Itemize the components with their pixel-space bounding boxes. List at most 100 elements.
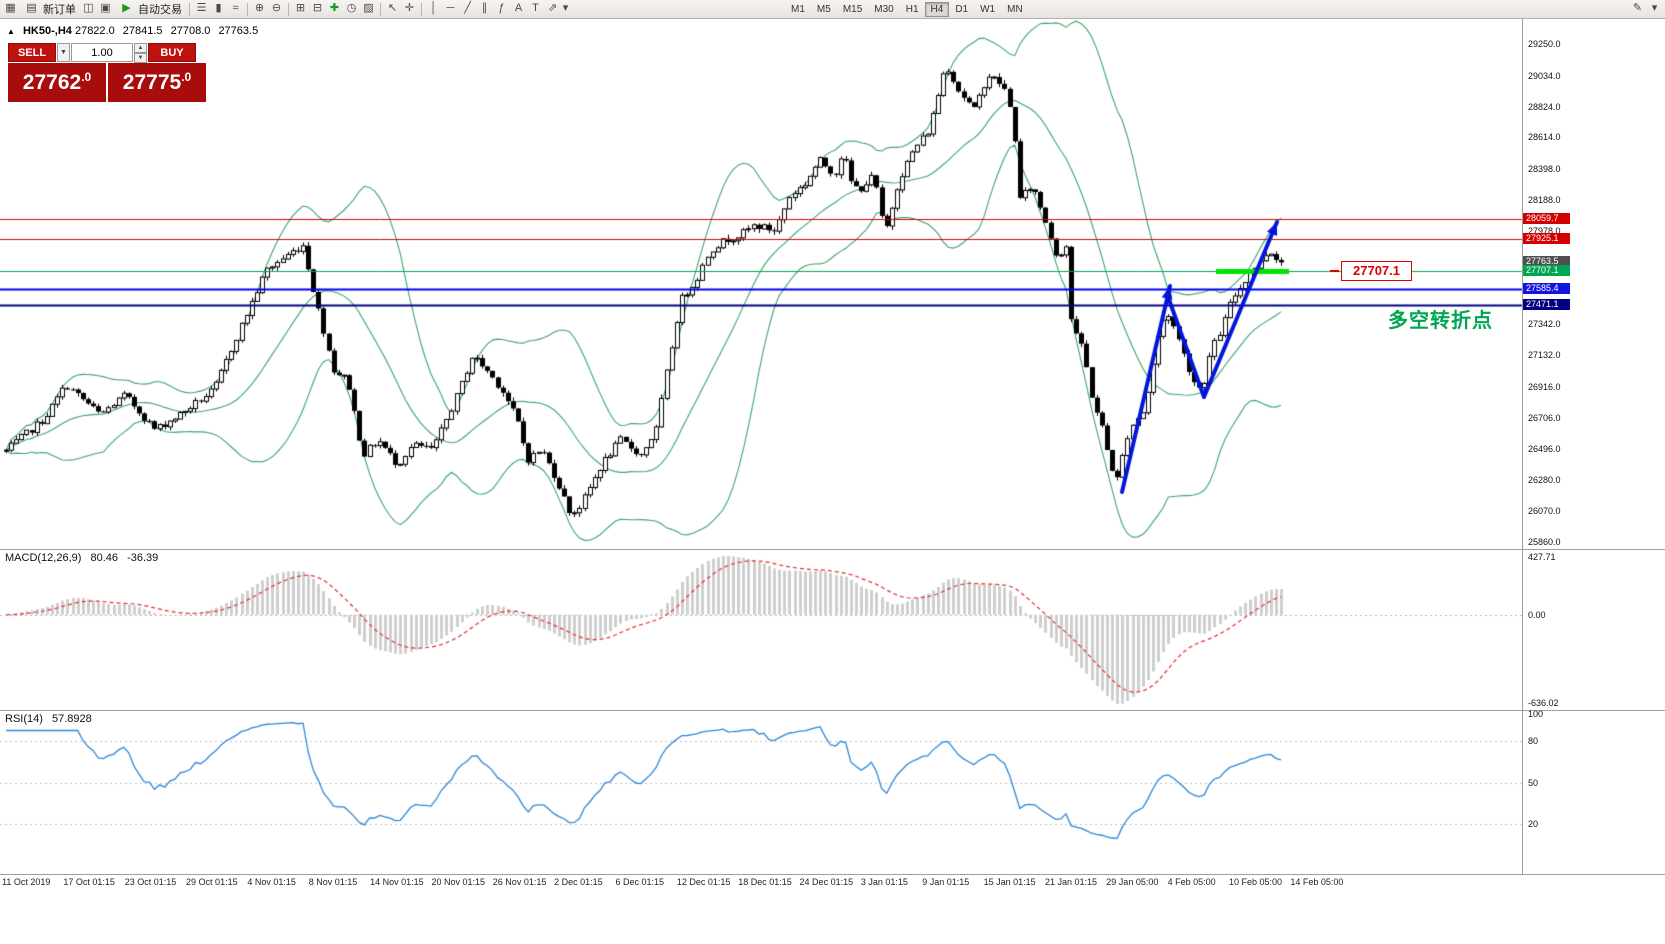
label-tool-icon[interactable]: T [532, 2, 539, 14]
macd-value-signal: -36.39 [127, 552, 159, 564]
price-flag-dash [1330, 270, 1339, 272]
price-tick: 26706.0 [1528, 412, 1561, 423]
price-tick: 28188.0 [1528, 195, 1561, 205]
volume-down-icon[interactable]: ▼ [134, 53, 147, 63]
new-order-label: 新订单 [43, 4, 76, 16]
price-tick: 26496.0 [1528, 443, 1561, 454]
timeframe-group: M1 M5 M15 M30 H1 H4 D1 W1 MN [785, 1, 1029, 17]
price-tick: 29034.0 [1528, 70, 1561, 81]
sell-price-button[interactable]: 27762 .0 [8, 63, 106, 102]
zoom-in-icon[interactable]: ⊕ [254, 2, 265, 14]
periods-icon[interactable]: ◷ [346, 2, 357, 14]
sell-price: 27762 [22, 70, 82, 94]
cascade-windows-icon[interactable]: ⊟ [312, 2, 323, 14]
time-label: 11 Oct 2019 [2, 877, 51, 887]
arrows-dropdown-icon[interactable]: ▾ [562, 2, 569, 14]
fibonacci-tool-icon[interactable]: ƒ [498, 2, 505, 14]
timeframe-MN[interactable]: MN [1007, 3, 1023, 15]
time-label: 3 Jan 01:15 [860, 877, 908, 887]
time-label: 2 Dec 01:15 [554, 877, 603, 887]
bar-chart-icon[interactable]: ☰ [196, 2, 207, 14]
toolbar-separator [380, 2, 381, 16]
rsi-pane-separator[interactable] [0, 710, 1665, 711]
timeframe-M5[interactable]: M5 [816, 3, 831, 15]
price-axis-line [1522, 19, 1523, 875]
auto-trading-label: 自动交易 [138, 4, 182, 16]
indicators-icon[interactable]: ✚ [329, 2, 340, 14]
toolbar-more-icon[interactable]: ▾ [1651, 2, 1658, 14]
new-order-button[interactable]: ▤ 新订单 [19, 1, 80, 17]
cursor-icon[interactable]: ↖ [387, 2, 398, 14]
time-label: 17 Oct 01:15 [63, 877, 115, 887]
time-label: 10 Feb 05:00 [1229, 877, 1283, 887]
symbol-timeframe: HK50-,H4 [22, 25, 72, 37]
timeframe-H4[interactable]: H4 [924, 1, 950, 17]
time-label: 4 Feb 05:00 [1167, 877, 1216, 887]
channel-tool-icon[interactable]: ∥ [481, 2, 488, 14]
time-label: 6 Dec 01:15 [615, 877, 665, 887]
volume-up-icon[interactable]: ▲ [134, 43, 147, 53]
pencil-icon[interactable]: ✎ [1632, 2, 1643, 14]
rsi-scale-label: 50 [1528, 777, 1539, 788]
price-marker: 27707.1 [1523, 264, 1570, 276]
rsi-title: RSI(14) 57.8928 [5, 713, 98, 725]
price-marker: 27763.5 [1523, 256, 1570, 268]
rsi-scale-label: 100 [1528, 709, 1544, 719]
time-label: 14 Feb 05:00 [1290, 877, 1344, 887]
volume-dropdown[interactable]: ▼ [57, 43, 70, 62]
candlestick-chart-icon[interactable]: ▮ [215, 2, 222, 14]
time-label: 29 Jan 05:00 [1106, 877, 1159, 887]
zoom-out-icon[interactable]: ⊖ [271, 2, 282, 14]
timeframe-H1[interactable]: H1 [905, 3, 919, 15]
timeframe-M15[interactable]: M15 [842, 3, 863, 15]
panel-collapse-icon[interactable]: ▲ [7, 27, 15, 36]
rsi-value: 57.8928 [51, 713, 92, 725]
arrows-tool-icon[interactable]: ⇗ [547, 2, 558, 14]
price-tick: 29250.0 [1528, 39, 1561, 49]
rsi-scale-label: 20 [1528, 818, 1539, 829]
timeframe-W1[interactable]: W1 [980, 3, 996, 15]
tile-windows-icon[interactable]: ⊞ [295, 2, 306, 14]
crosshair-icon[interactable]: ✛ [404, 2, 415, 14]
volume-stepper[interactable]: ▲ ▼ [134, 43, 147, 63]
vertical-line-tool-icon[interactable]: │ [430, 2, 437, 14]
new-order-icon: ▤ [26, 2, 37, 14]
macd-scale-max: 427.71 [1528, 552, 1556, 562]
price-marker: 27585.4 [1523, 282, 1570, 294]
chart-header: ▲ HK50-,H4 27822.0 27841.5 27708.0 27763… [7, 25, 263, 37]
new-chart-icon[interactable]: ▦ [5, 2, 16, 14]
trendline-tool-icon[interactable]: ╱ [464, 2, 471, 14]
time-label: 26 Nov 01:15 [492, 877, 547, 887]
data-window-icon[interactable]: ▣ [100, 2, 111, 14]
time-label: 21 Jan 01:15 [1044, 877, 1097, 887]
price-tick: 27342.0 [1528, 319, 1561, 330]
profiles-icon[interactable]: ◫ [83, 2, 94, 14]
toolbar-separator [247, 2, 248, 16]
timeframe-D1[interactable]: D1 [955, 3, 969, 15]
sell-price-decimal: .0 [81, 70, 92, 84]
price-tick: 28614.0 [1528, 132, 1561, 143]
text-tool-icon[interactable]: A [514, 2, 523, 14]
timeframe-M1[interactable]: M1 [791, 3, 805, 15]
rsi-name: RSI(14) [5, 713, 43, 725]
templates-icon[interactable]: ▨ [363, 2, 374, 14]
line-chart-icon[interactable]: ≈ [232, 2, 239, 14]
volume-input[interactable] [71, 43, 133, 62]
price-tick: 28398.0 [1528, 164, 1561, 175]
toolbar-separator [288, 2, 289, 16]
buy-price-button[interactable]: 27775 .0 [108, 63, 206, 102]
price-tick: 28824.0 [1528, 101, 1561, 112]
auto-trading-button[interactable]: ▶ 自动交易 [114, 1, 186, 17]
macd-name: MACD(12,26,9) [5, 552, 82, 564]
ohlc-low: 27708.0 [170, 25, 211, 37]
price-tick: 25860.0 [1528, 537, 1561, 547]
horizontal-line-tool-icon[interactable]: ─ [446, 2, 455, 14]
macd-title: MACD(12,26,9) 80.46 -36.39 [5, 552, 164, 564]
sell-button[interactable]: SELL [8, 43, 56, 62]
buy-button[interactable]: BUY [148, 43, 196, 62]
price-marker: 27471.1 [1523, 299, 1570, 311]
timeframe-M30[interactable]: M30 [874, 3, 894, 15]
macd-pane-separator[interactable] [0, 549, 1665, 550]
price-tick: 26280.0 [1528, 475, 1561, 486]
